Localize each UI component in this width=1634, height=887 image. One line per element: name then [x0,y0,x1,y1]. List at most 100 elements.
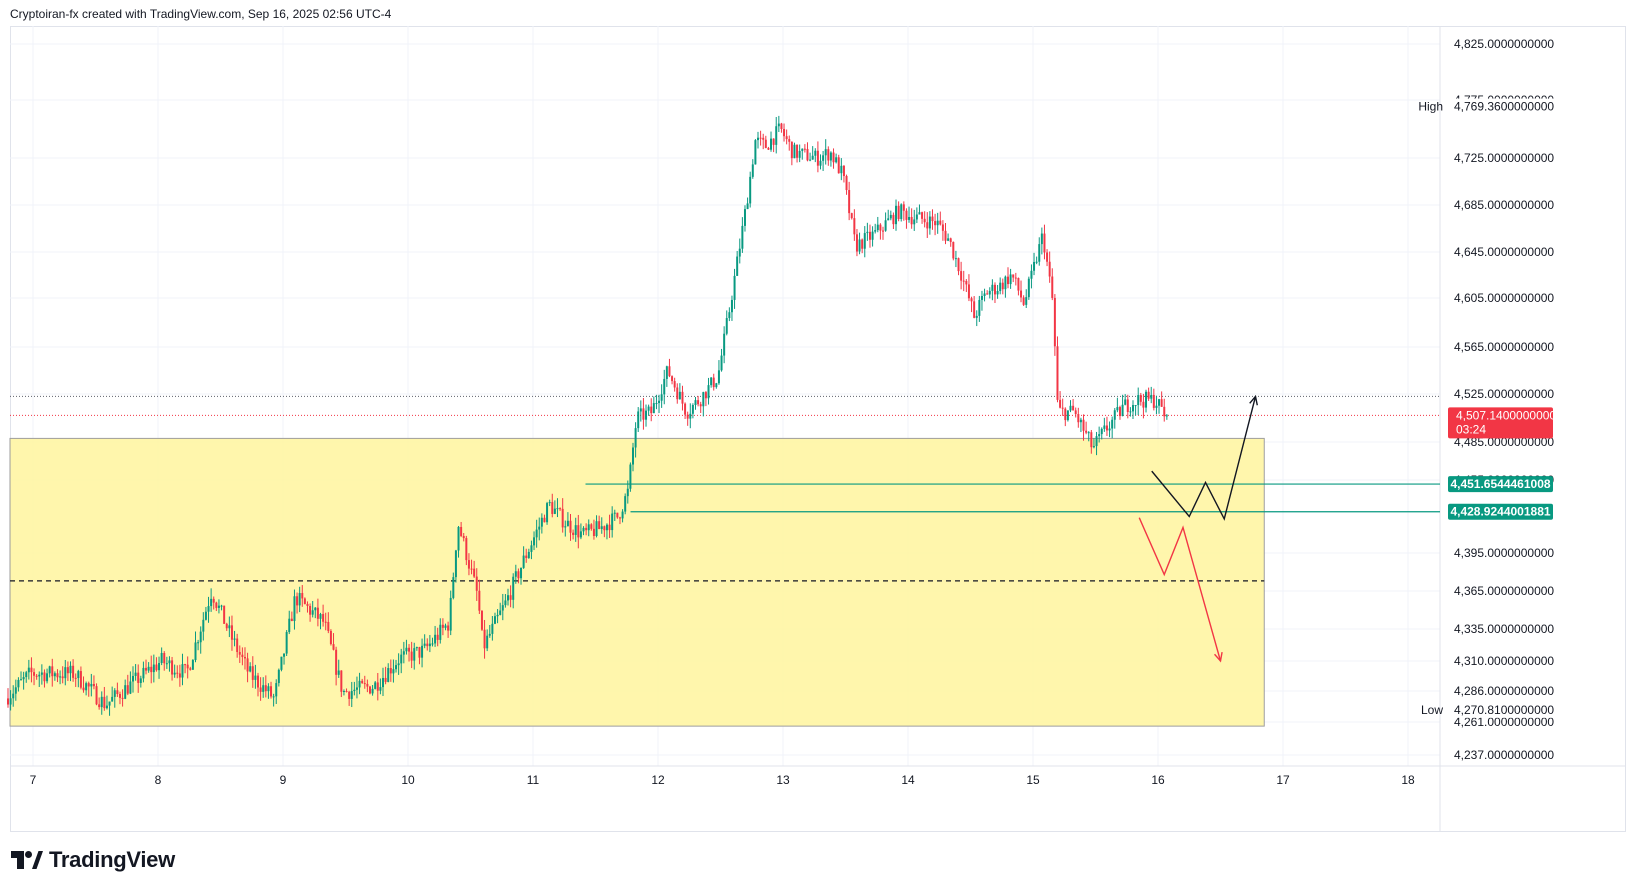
candle-body [702,392,705,407]
level-price-tag[interactable] [1448,503,1553,520]
candle-body [775,126,778,145]
candle-body [827,149,830,161]
price-tick-label: 4,725.0000000000 [1454,151,1554,165]
candle-body [72,665,75,678]
candle-body [1064,408,1067,421]
candle-body [592,528,595,536]
candle-body [30,667,33,673]
candle-body [598,521,601,530]
bearish-scenario-path[interactable] [1138,517,1222,662]
candle-body [280,656,283,670]
candle-body [51,666,54,677]
candle-body [1129,411,1132,413]
candle-body [408,647,411,652]
candle-body [1163,406,1166,417]
candle-body [423,643,426,646]
candle-body [379,687,382,691]
candle-body [574,525,577,535]
level-price-tag[interactable] [1448,476,1553,493]
candle-body [1014,277,1017,279]
candle-body [288,618,291,633]
candle-body [590,524,593,529]
candle-body [98,704,101,708]
price-chart[interactable]: 4,825.00000000004,775.00000000004,725.00… [0,0,1634,840]
current-price-tag[interactable] [1448,407,1553,439]
candle-body [1165,415,1168,417]
candle-body [1012,274,1015,278]
candle-body [465,538,468,561]
candle-body [725,318,728,334]
candle-body [944,230,947,241]
candle-body [658,400,661,404]
candle-body [704,392,707,399]
candle-body [85,683,88,691]
candle-body [491,623,494,634]
candle-body [582,527,585,532]
candle-body [168,660,171,664]
candle-body [741,225,744,249]
candle-body [87,683,90,687]
price-axis[interactable]: 4,825.00000000004,775.00000000004,725.00… [1454,37,1554,762]
price-tick-label: 4,395.0000000000 [1454,546,1554,560]
candle-body [22,677,25,680]
candle-body [845,176,848,191]
candle-body [460,526,463,537]
candle-body [553,508,556,514]
candle-body [376,682,379,691]
candle-body [889,214,892,219]
candle-body [439,624,442,640]
candle-body [796,144,799,158]
candle-body [348,691,351,699]
candle-body [1027,278,1030,298]
candle-body [1113,410,1116,420]
candle-body [105,705,108,709]
candle-body [967,284,970,299]
candle-body [493,616,496,624]
candle-body [371,688,374,694]
candle-body [566,520,569,527]
candle-body [540,517,543,527]
candle-body [868,231,871,240]
candle-body [1092,446,1095,448]
time-axis[interactable]: 7 8 9 10 11 12 13 14 15 16 17 18 [30,773,1415,787]
candle-body [866,231,869,234]
candle-body [814,150,817,156]
scenario-drawings[interactable] [1138,394,1258,663]
candle-body [111,696,114,702]
candle-body [82,687,85,691]
candle-body [790,141,793,159]
candle-body [366,683,369,687]
candle-body [79,671,82,688]
candle-body [293,596,296,622]
candle-body [1001,282,1004,290]
bullish-scenario-path[interactable] [1151,396,1257,521]
candle-body [616,512,619,518]
candle-body [624,496,627,512]
chart-frame[interactable] [10,26,1626,832]
candle-body [746,203,749,210]
candle-body [163,653,166,664]
candle-body [525,555,528,559]
candle-body [210,598,213,607]
candle-body [577,525,580,538]
candle-body [613,512,616,514]
candle-body [415,647,418,649]
current-price-text: 4,507.1400000000 [1456,408,1556,422]
candle-body [1158,399,1161,406]
candle-body [160,653,163,663]
candle-body [95,686,98,705]
candle-body [197,642,200,644]
candle-body [1111,419,1114,429]
candle-body [12,693,15,699]
candle-body [975,315,978,318]
candle-body [710,377,713,386]
candle-body [559,508,562,510]
candle-body [600,526,603,530]
candle-body [840,165,843,174]
candle-body [764,139,767,148]
tradingview-brand[interactable]: TradingView [11,845,175,875]
price-tick-label: 4,485.0000000000 [1454,435,1554,449]
candle-body [1038,244,1041,262]
candle-body [165,663,168,665]
candle-body [158,662,161,671]
